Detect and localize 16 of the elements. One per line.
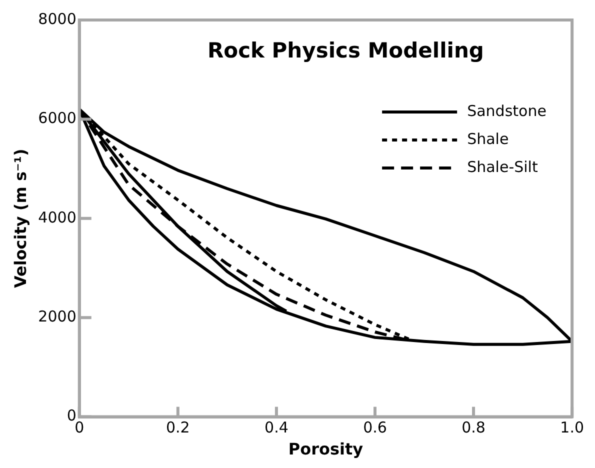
y-tick-label: 6000 bbox=[38, 109, 76, 128]
y-tick-label: 2000 bbox=[38, 307, 76, 326]
y-tick-label: 4000 bbox=[38, 208, 76, 226]
legend-label: Shale-Silt bbox=[467, 158, 538, 176]
x-tick-label: 0.6 bbox=[363, 418, 387, 437]
x-axis-title: Porosity bbox=[288, 440, 364, 459]
y-tick-label: 8000 bbox=[38, 10, 76, 28]
x-tick-label: 1.0 bbox=[560, 418, 584, 437]
x-tick-label: 0.2 bbox=[166, 418, 190, 437]
legend-label: Shale bbox=[467, 130, 509, 148]
text: Rock Physics Modelling bbox=[207, 38, 484, 62]
legend-label: Sandstone bbox=[467, 102, 546, 120]
y-tick-label: 0 bbox=[66, 406, 76, 425]
x-tick-label: 0.8 bbox=[462, 418, 486, 437]
x-tick-label: 0.4 bbox=[264, 418, 288, 437]
y-axis-title: Velocity (m s⁻¹) bbox=[10, 148, 30, 288]
